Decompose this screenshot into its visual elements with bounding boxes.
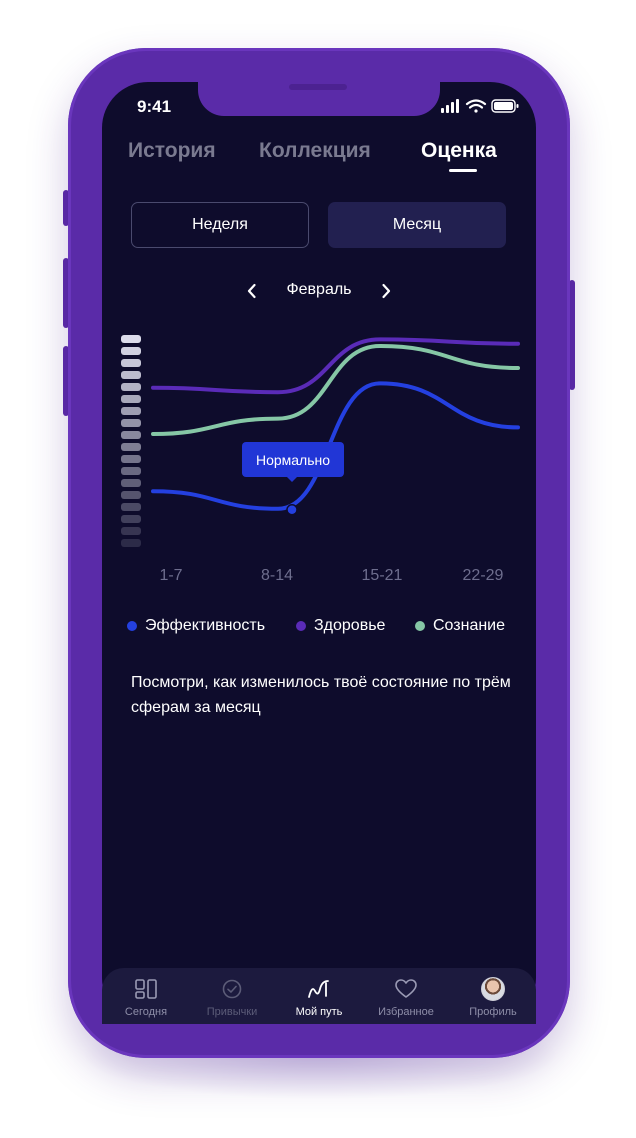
wifi-icon: [465, 99, 487, 113]
legend-dot: [127, 621, 137, 631]
status-time: 9:41: [137, 97, 172, 116]
legend-label: Эффективность: [145, 617, 266, 634]
heart-icon: [395, 979, 417, 998]
tab-collection[interactable]: Коллекция: [259, 139, 371, 162]
path-icon: [308, 980, 329, 998]
volume-down-button: [63, 346, 69, 416]
tab-history[interactable]: История: [128, 139, 216, 162]
chart-tooltip-tail: [286, 476, 298, 482]
legend-dot: [296, 621, 306, 631]
tabbar-item-favorites[interactable]: Избранное: [366, 976, 446, 1018]
legend-dot: [415, 621, 425, 631]
month-label: Февраль: [286, 281, 352, 298]
dashboard-icon: [135, 979, 157, 999]
bottom-tab-bar: [102, 968, 536, 1024]
month-toggle-button[interactable]: Месяц: [328, 202, 506, 248]
tabbar-item-habits[interactable]: Привычки: [192, 976, 272, 1018]
week-toggle-button[interactable]: Неделя: [131, 202, 309, 248]
tabbar-item-my-path[interactable]: Мой путь: [279, 976, 359, 1018]
tabbar-item-today[interactable]: Сегодня: [106, 976, 186, 1018]
check-circle-icon: [222, 979, 242, 999]
tabbar-label: Сегодня: [124, 1006, 168, 1018]
active-tab-indicator: [449, 169, 477, 172]
legend-item-consciousness: Сознание: [415, 617, 505, 635]
avatar-icon: [481, 977, 505, 1001]
tab-assessment[interactable]: Оценка: [421, 139, 497, 162]
tabbar-label: Профиль: [469, 1006, 517, 1018]
status-icons: [441, 99, 519, 113]
volume-up-button: [63, 258, 69, 328]
tabbar-label: Привычки: [206, 1006, 258, 1018]
cellular-signal-icon: [441, 99, 459, 113]
legend-item-efficiency: Эффективность: [127, 617, 265, 635]
chart-tooltip: Нормально: [242, 442, 344, 477]
mute-switch: [63, 190, 69, 226]
speaker-grill: [289, 84, 347, 90]
tabbar-label: Избранное: [378, 1006, 434, 1018]
power-button: [569, 280, 575, 390]
legend-item-health: Здоровье: [296, 617, 385, 635]
battery-icon: [491, 99, 519, 113]
legend-label: Сознание: [433, 617, 506, 634]
chart-description: Посмотри, как изменилось твоё состояние …: [131, 674, 511, 716]
chevron-left-icon[interactable]: [244, 282, 260, 300]
legend-label: Здоровье: [314, 617, 386, 634]
tabbar-label: Мой путь: [295, 1006, 343, 1018]
chevron-right-icon[interactable]: [378, 282, 394, 300]
tabbar-item-profile[interactable]: Профиль: [453, 976, 533, 1018]
